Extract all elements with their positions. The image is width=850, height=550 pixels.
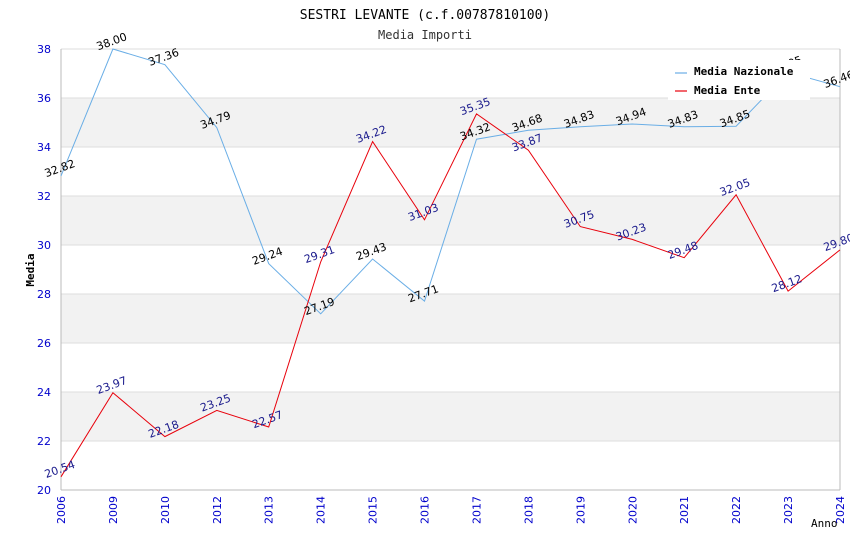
x-tick-label: 2022 — [730, 496, 743, 524]
y-tick-label: 36 — [37, 92, 51, 105]
x-tick-label: 2018 — [522, 496, 535, 524]
series-lines — [60, 48, 841, 478]
x-tick-label: 2016 — [419, 496, 432, 524]
series-line-media-ente — [60, 113, 841, 478]
x-tick-label: 2019 — [574, 496, 587, 524]
data-label: 29.24 — [251, 245, 285, 268]
x-tick-label: 2017 — [470, 496, 483, 524]
series-line-media-nazionale — [60, 48, 841, 315]
x-axis-ticks: 2006 2009 2010 2012 2013 2014 2015 2016 2017 2018… — [55, 496, 847, 524]
data-label: 32.82 — [43, 157, 77, 180]
x-axis-label: Anno — [811, 517, 838, 530]
x-tick-label: 2012 — [211, 496, 224, 524]
x-tick-label: 2013 — [263, 496, 276, 524]
x-tick-label: 2014 — [315, 496, 328, 524]
axes — [60, 49, 841, 491]
legend-label-media-nazionale: Media Nazionale — [694, 65, 794, 78]
data-label: 20.54 — [43, 458, 77, 481]
plot-band — [61, 294, 840, 343]
data-label: 28.12 — [770, 272, 804, 295]
x-tick-label: 2006 — [55, 496, 68, 524]
data-label: 29.31 — [302, 243, 336, 266]
y-tick-label: 26 — [37, 337, 51, 350]
y-tick-label: 32 — [37, 190, 51, 203]
y-axis-ticks: 20 22 24 26 28 30 32 34 36 38 — [37, 43, 51, 497]
x-tick-label: 2023 — [782, 496, 795, 524]
plot-band — [61, 392, 840, 441]
data-label: 36.46 — [822, 68, 850, 91]
legend-background — [668, 60, 810, 100]
plot-background-bands — [61, 98, 840, 441]
y-tick-label: 34 — [37, 141, 51, 154]
plot-band — [61, 98, 840, 147]
legend: Media Nazionale Media Ente — [668, 60, 810, 100]
data-label: 38.00 — [95, 30, 129, 53]
x-tick-label: 2020 — [626, 496, 639, 524]
y-tick-label: 38 — [37, 43, 51, 56]
x-tick-label: 2015 — [367, 496, 380, 524]
y-tick-label: 20 — [37, 484, 51, 497]
y-tick-label: 24 — [37, 386, 51, 399]
y-tick-label: 22 — [37, 435, 51, 448]
y-tick-label: 30 — [37, 239, 51, 252]
chart-title: SESTRI LEVANTE (c.f.00787810100) — [300, 8, 550, 23]
chart-subtitle: Media Importi — [378, 28, 472, 42]
x-tick-label: 2021 — [678, 496, 691, 524]
gridlines — [61, 48, 840, 491]
y-axis-label: Media — [24, 253, 37, 286]
x-tick-label: 2010 — [159, 496, 172, 524]
x-tick-label: 2024 — [834, 496, 847, 524]
legend-label-media-ente: Media Ente — [694, 84, 761, 97]
x-tick-label: 2009 — [107, 496, 120, 524]
y-tick-label: 28 — [37, 288, 51, 301]
